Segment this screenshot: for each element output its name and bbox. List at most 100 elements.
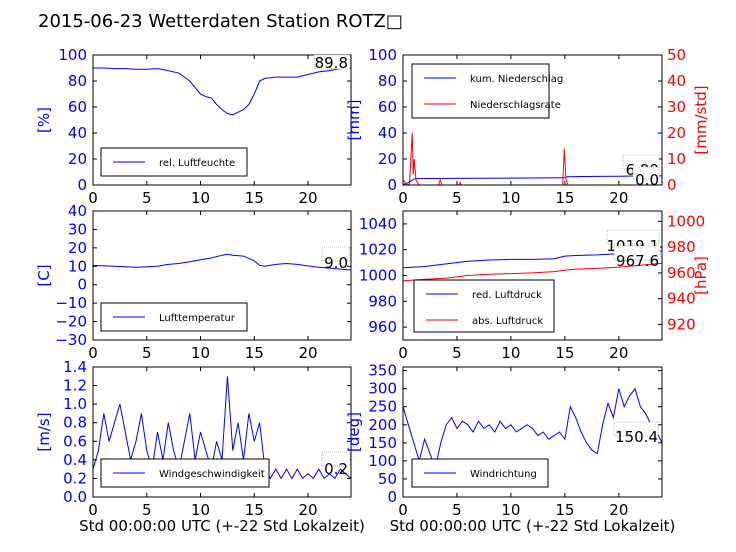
y-tick-label-humidity-2: 40 (68, 124, 87, 142)
value-box-pressure-0 (606, 229, 660, 245)
value-annotation-windspeed-0: 0.2 (324, 460, 348, 478)
y-tick-label-windspeed-0: 0.0 (63, 488, 87, 506)
x-tick-label-winddirection-4: 20 (609, 501, 628, 519)
y2-tick-label-precipitation-4: 40 (667, 72, 686, 90)
x-tick-label-pressure-1: 5 (452, 344, 462, 362)
y2-tick-label-precipitation-2: 20 (667, 124, 686, 142)
x-tick-label-temperature-1: 5 (142, 344, 152, 362)
axes-frame-humidity (92, 54, 352, 186)
x-tick-label-precipitation-2: 10 (501, 189, 520, 207)
value-box-windspeed-0 (321, 451, 351, 467)
series-line-temperature-0 (92, 253, 352, 271)
y2-tick-label-precipitation-0: 0 (667, 176, 677, 194)
y2-tick-label-pressure-0: 920 (667, 316, 696, 334)
y-tick-label-winddirection-3: 150 (368, 434, 397, 452)
y-tick-label-windspeed-5: 1.0 (63, 395, 87, 413)
value-box-humidity-0 (313, 54, 351, 70)
y-tick-label-precipitation-2: 40 (378, 124, 397, 142)
x-tick-label-temperature-0: 0 (88, 344, 98, 362)
legend-label-windspeed-0: Windgeschwindigkeit (159, 469, 265, 480)
x-tick-label-temperature-2: 10 (191, 344, 210, 362)
y-tick-label-winddirection-5: 250 (368, 398, 397, 416)
value-box-pressure-1 (613, 245, 661, 261)
x-tick-label-pressure-4: 20 (609, 344, 628, 362)
x-tick-label-precipitation-3: 15 (555, 189, 574, 207)
legend-label-pressure-0: red. Luftdruck (472, 290, 542, 301)
x-tick-label-humidity-3: 15 (245, 189, 264, 207)
y2-tick-label-precipitation-5: 50 (667, 46, 686, 64)
legend-windspeed: Windgeschwindigkeit (100, 458, 270, 488)
y-tick-label-precipitation-3: 60 (378, 98, 397, 116)
x-tick-label-winddirection-1: 5 (452, 501, 462, 519)
legend-winddirection: Windrichtung (411, 458, 549, 488)
y-tick-label-humidity-4: 80 (68, 72, 87, 90)
y-tick-label-pressure-0: 960 (368, 318, 397, 336)
y-tick-label-windspeed-3: 0.6 (63, 432, 87, 450)
x-axis-label-windspeed: Std 00:00:00 UTC (+-22 Std Lokalzeit) (79, 517, 365, 535)
y-tick-label-temperature-4: 10 (68, 257, 87, 275)
x-tick-label-precipitation-1: 5 (452, 189, 462, 207)
x-tick-label-windspeed-3: 15 (245, 501, 264, 519)
x-tick-label-temperature-4: 20 (298, 344, 317, 362)
y2-tick-label-pressure-1: 940 (667, 290, 696, 308)
y-tick-label-pressure-1: 980 (368, 292, 397, 310)
y-tick-label-windspeed-2: 0.4 (63, 451, 87, 469)
y2-tick-label-pressure-2: 960 (667, 264, 696, 282)
x-tick-label-humidity-1: 5 (142, 189, 152, 207)
y-tick-label-precipitation-0: 0 (387, 176, 397, 194)
y-tick-label-windspeed-4: 0.8 (63, 414, 87, 432)
series-line-pressure-1 (402, 262, 663, 282)
legend-humidity: rel. Luftfeuchte (100, 147, 248, 177)
x-tick-label-windspeed-0: 0 (88, 501, 98, 519)
value-box-winddirection-0 (613, 421, 659, 437)
y-tick-label-pressure-3: 1020 (359, 241, 397, 259)
panel-humidity: 0 5 10 15 20 0 20 40 60 80 100 [%] rel. Luftfeuchte 8… (35, 46, 352, 207)
value-annotation-temperature-0: 9.0 (324, 254, 348, 272)
legend-label-winddirection-0: Windrichtung (470, 469, 537, 480)
x-tick-label-winddirection-0: 0 (398, 501, 408, 519)
y-axis-label-winddirection: [deg] (345, 412, 363, 452)
value-annotation-pressure-1: 967.6 (616, 252, 659, 270)
y-tick-label-humidity-1: 20 (68, 150, 87, 168)
y-tick-label-winddirection-6: 300 (368, 380, 397, 398)
legend-pressure: red. Luftdruck abs. Luftdruck (413, 279, 555, 333)
figure-title: 2015-06-23 Wetterdaten Station ROTZ□ (38, 11, 403, 32)
axes-frame-temperature (92, 210, 352, 341)
value-annotation-winddirection-0: 150.4 (615, 428, 658, 446)
y-axis-label-precipitation: [mm] (345, 100, 363, 141)
axes-frame-windspeed (92, 366, 352, 498)
x-tick-label-windspeed-4: 20 (298, 501, 317, 519)
y-tick-label-windspeed-6: 1.2 (63, 377, 87, 395)
series-line-humidity-0 (93, 67, 352, 116)
y-tick-label-temperature-7: 40 (68, 202, 87, 220)
value-box-precipitation-1 (632, 166, 660, 180)
legend-box-precipitation (411, 63, 550, 119)
x-tick-label-temperature-3: 15 (245, 344, 264, 362)
axes-frame-precipitation (402, 54, 663, 186)
y-axis-label-humidity: [%] (35, 107, 53, 133)
y-tick-label-winddirection-1: 50 (378, 470, 397, 488)
x-tick-label-precipitation-0: 0 (398, 189, 408, 207)
y2-tick-label-pressure-3: 980 (667, 238, 696, 256)
y-axis-label-windspeed: [m/s] (35, 412, 53, 451)
x-tick-label-pressure-0: 0 (398, 344, 408, 362)
y2-axis-label-pressure: [hPa] (692, 256, 710, 295)
x-tick-label-windspeed-1: 5 (142, 501, 152, 519)
y-tick-label-temperature-3: 0 (77, 276, 87, 294)
y-tick-label-winddirection-7: 350 (368, 362, 397, 380)
axes-frame-winddirection (402, 366, 663, 498)
x-tick-label-pressure-3: 15 (555, 344, 574, 362)
y-tick-label-windspeed-1: 0.2 (63, 469, 87, 487)
legend-label-humidity-0: rel. Luftfeuchte (159, 158, 235, 169)
x-tick-label-humidity-0: 0 (88, 189, 98, 207)
panel-precipitation: 0 5 10 15 20 0 20 40 60 80 100 0 10 20 30 40 50 [mm] [mm/s… (345, 46, 710, 207)
y-tick-label-precipitation-1: 20 (378, 150, 397, 168)
y-tick-label-windspeed-7: 1.4 (63, 358, 87, 376)
x-tick-label-humidity-2: 10 (191, 189, 210, 207)
x-tick-label-pressure-2: 10 (501, 344, 520, 362)
y-tick-label-precipitation-4: 80 (378, 72, 397, 90)
legend-box-pressure (413, 279, 555, 333)
y-tick-label-temperature-1: −20 (55, 313, 87, 331)
